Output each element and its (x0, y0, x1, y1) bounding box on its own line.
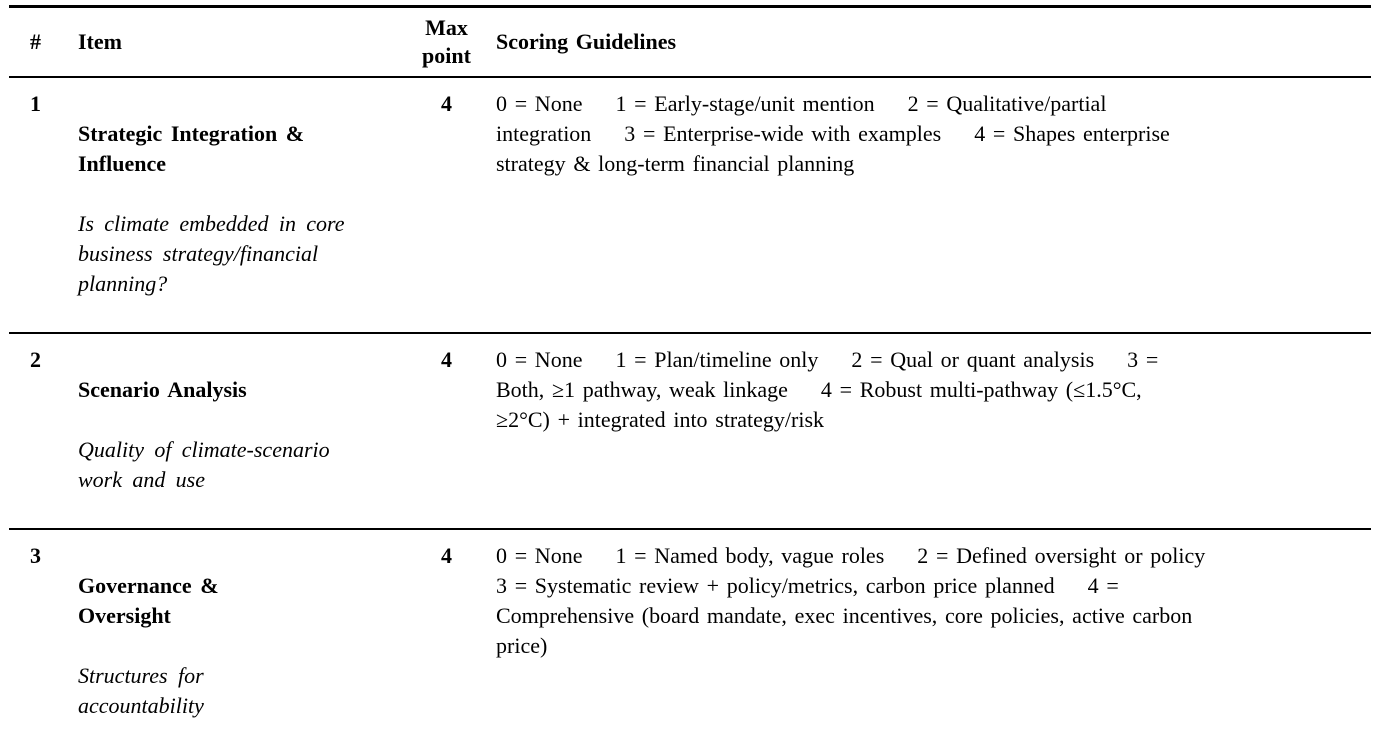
row-divider-rule (9, 332, 1371, 334)
scoring-guidelines-text: 0 = None 1 = Plan/timeline only 2 = Qual… (496, 347, 1159, 432)
table-header-row: # Item Max point Scoring Guidelines (9, 8, 1371, 76)
row-divider-rule (9, 528, 1371, 530)
item-description: Structures for accountability (78, 663, 204, 718)
col-header-scoring-guidelines: Scoring Guidelines (496, 29, 677, 54)
table-row-2: 2 Scenario Analysis Quality of climate-s… (9, 334, 1371, 528)
scoring-guidelines-text: 0 = None 1 = Early-stage/unit mention 2 … (496, 91, 1170, 176)
item-title: Governance & Oversight (78, 573, 219, 628)
row-number: 2 (30, 347, 41, 372)
row-number: 1 (30, 91, 41, 116)
col-header-number: # (30, 29, 41, 54)
scoring-guidelines-text: 0 = None 1 = Named body, vague roles 2 =… (496, 543, 1206, 658)
max-point-value: 4 (441, 91, 452, 116)
item-title: Strategic Integration & Influence (78, 121, 305, 176)
header-divider-rule (9, 76, 1371, 78)
table-top-rule (9, 5, 1371, 8)
item-cell: Scenario Analysis Quality of climate-sce… (78, 345, 403, 525)
item-cell: Strategic Integration & Influence Is cli… (78, 89, 403, 329)
scoring-rubric-table: # Item Max point Scoring Guidelines 1 St… (9, 5, 1371, 750)
item-title: Scenario Analysis (78, 377, 247, 402)
item-description: Quality of climate-scenario work and use (78, 437, 330, 492)
max-point-value: 4 (441, 543, 452, 568)
table-row-3: 3 Governance & Oversight Structures for … (9, 530, 1371, 750)
max-point-value: 4 (441, 347, 452, 372)
item-description: Is climate embedded in core business str… (78, 211, 345, 296)
table-row-1: 1 Strategic Integration & Influence Is c… (9, 78, 1371, 332)
col-header-item: Item (78, 29, 122, 54)
row-number: 3 (30, 543, 41, 568)
item-cell: Governance & Oversight Structures for ac… (78, 541, 403, 750)
col-header-max-point: Max point (422, 15, 471, 68)
